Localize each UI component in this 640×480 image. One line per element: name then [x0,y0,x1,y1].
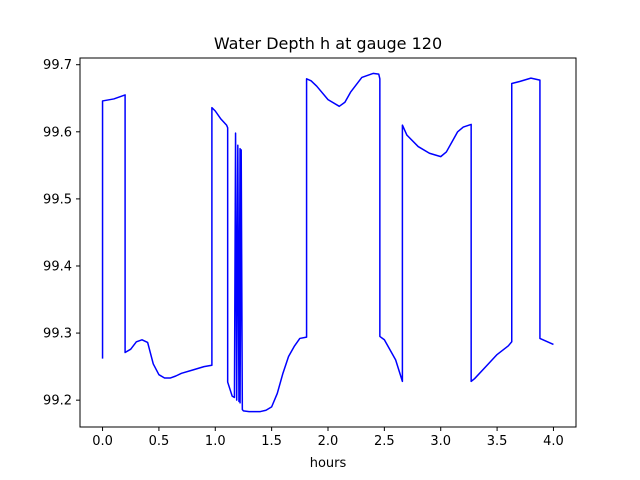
y-tick-label: 99.6 [43,125,72,140]
y-tick-label: 99.4 [43,259,72,274]
x-axis: 0.0 0.5 1.0 1.5 2.0 2.5 3.0 3.5 4.0 [92,427,564,449]
x-tick-label: 1.0 [205,434,226,449]
plot-area [101,72,554,413]
x-tick-label: 2.0 [318,434,339,449]
y-axis: 99.2 99.3 99.4 99.5 99.6 99.7 [43,58,80,409]
x-tick-label: 0.5 [149,434,170,449]
x-tick-label: 0.0 [92,434,113,449]
x-axis-label: hours [310,456,347,471]
x-tick-label: 3.0 [430,434,451,449]
y-tick-label: 99.5 [43,192,72,207]
y-tick-label: 99.2 [43,394,72,409]
x-tick-label: 3.5 [487,434,508,449]
chart-title: Water Depth h at gauge 120 [214,34,442,53]
y-tick-label: 99.3 [43,327,72,342]
y-tick-label: 99.7 [43,58,72,73]
series-line-0 [101,72,554,413]
x-tick-label: 1.5 [261,434,282,449]
plot-frame [79,57,577,428]
x-tick-label: 2.5 [374,434,395,449]
x-tick-label: 4.0 [543,434,564,449]
